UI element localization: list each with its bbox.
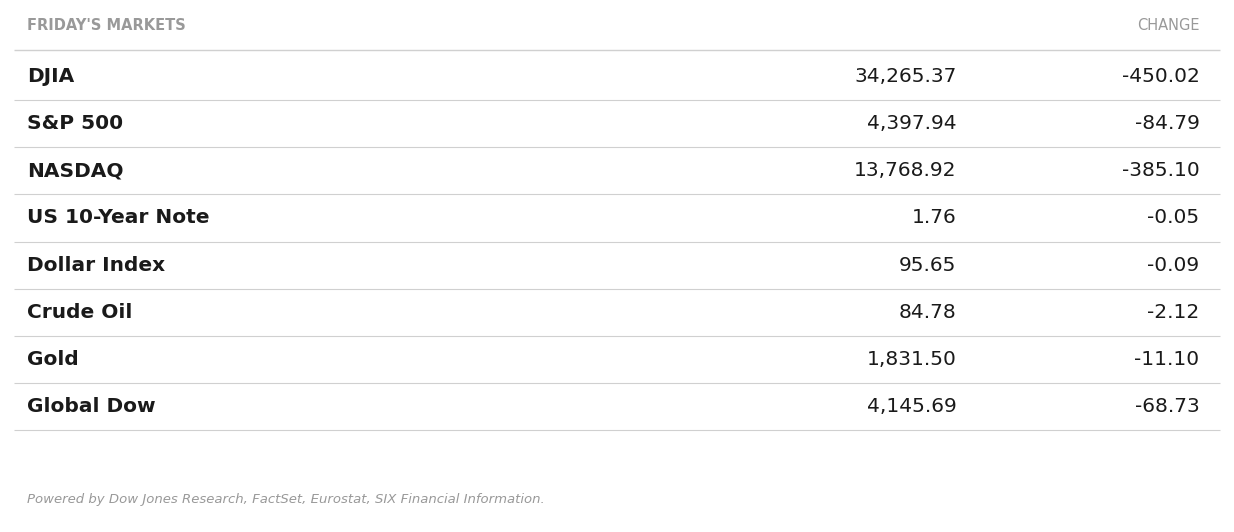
Text: 4,145.69: 4,145.69 [866,397,956,416]
Text: FRIDAY'S MARKETS: FRIDAY'S MARKETS [27,18,186,32]
Text: 1,831.50: 1,831.50 [866,350,956,369]
Text: -450.02: -450.02 [1122,67,1199,86]
Text: 34,265.37: 34,265.37 [854,67,956,86]
Text: 95.65: 95.65 [900,255,956,275]
Text: -11.10: -11.10 [1134,350,1199,369]
Text: DJIA: DJIA [27,67,74,86]
Text: Dollar Index: Dollar Index [27,255,165,275]
Text: NASDAQ: NASDAQ [27,161,123,180]
Text: 1.76: 1.76 [912,209,956,228]
Text: Powered by Dow Jones Research, FactSet, Eurostat, SIX Financial Information.: Powered by Dow Jones Research, FactSet, … [27,494,545,506]
Text: -68.73: -68.73 [1135,397,1199,416]
Text: S&P 500: S&P 500 [27,114,123,133]
Text: -0.09: -0.09 [1148,255,1199,275]
Text: 13,768.92: 13,768.92 [854,161,956,180]
Text: Global Dow: Global Dow [27,397,155,416]
Text: -2.12: -2.12 [1148,303,1199,322]
Text: -385.10: -385.10 [1122,161,1199,180]
Text: 4,397.94: 4,397.94 [866,114,956,133]
Text: Gold: Gold [27,350,79,369]
Text: US 10-Year Note: US 10-Year Note [27,209,210,228]
Text: -84.79: -84.79 [1134,114,1199,133]
Text: Crude Oil: Crude Oil [27,303,132,322]
Text: -0.05: -0.05 [1148,209,1199,228]
Text: CHANGE: CHANGE [1137,18,1199,32]
Text: 84.78: 84.78 [898,303,956,322]
